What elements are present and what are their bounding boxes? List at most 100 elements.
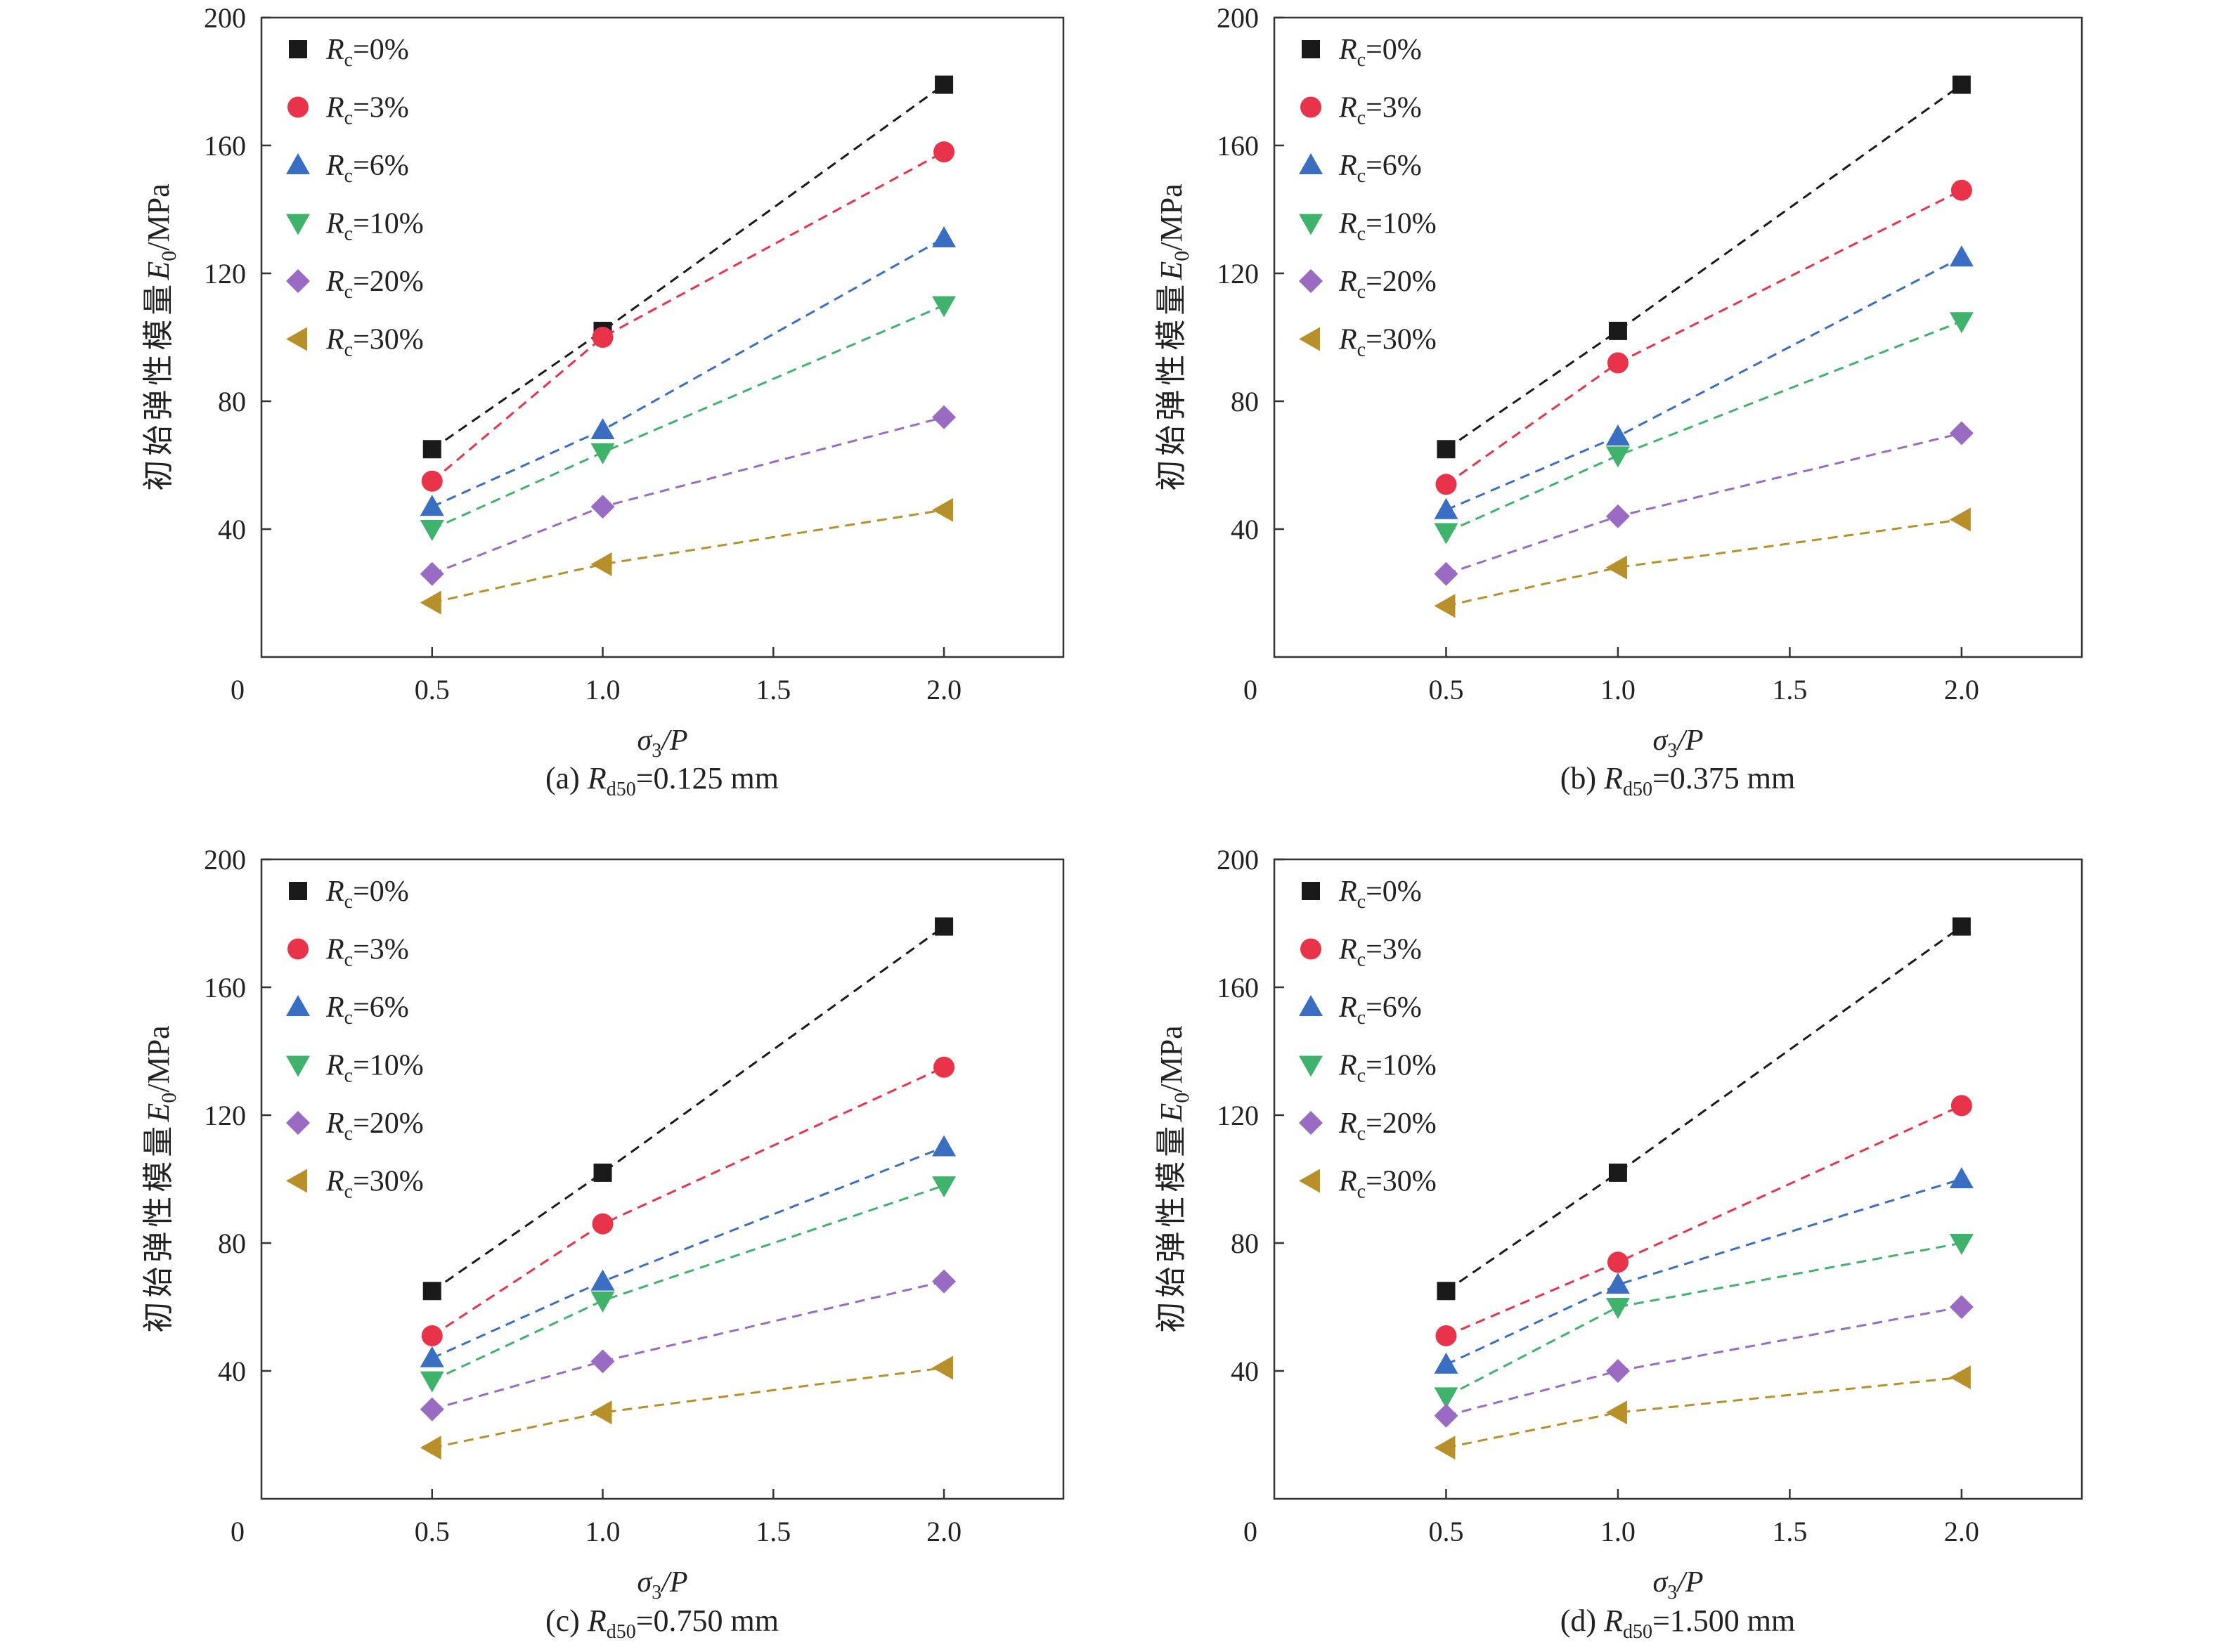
chart-panel-c: 40 80 120 160 200 0 0.5 1.0 1.5 2.0 σ3/P 初始弹性模量E0/M… (141, 844, 1065, 1643)
legend-label: Rc=6% (325, 150, 409, 187)
data-point (1605, 1273, 1630, 1294)
data-point (1434, 1403, 1458, 1428)
data-point (1949, 421, 1974, 445)
series-4 (1434, 421, 1974, 586)
legend-label: Rc=20% (1338, 266, 1437, 303)
x-tick-label: 1.5 (1772, 674, 1807, 705)
series-trend-line (431, 925, 945, 1292)
series-5 (420, 1355, 954, 1460)
legend-entry: Rc=6% (1299, 150, 1422, 187)
panel-caption: (b) Rd50=0.375 mm (1560, 761, 1795, 800)
y-tick-label: 80 (1231, 1228, 1259, 1259)
series-3 (420, 296, 957, 541)
data-point (1605, 424, 1630, 446)
y-tick-label: 200 (204, 2, 246, 34)
data-point (420, 495, 444, 516)
legend-label: Rc=6% (325, 991, 409, 1029)
legend-entry: Rc=0% (289, 876, 409, 913)
data-point (593, 1163, 612, 1182)
x-axis-label: σ3/P (1652, 724, 1703, 762)
data-point (1949, 312, 1974, 334)
data-point (1605, 446, 1630, 468)
legend-entry: Rc=30% (1299, 324, 1437, 361)
data-point (1434, 561, 1458, 586)
legend-label: Rc=20% (1338, 1107, 1437, 1145)
data-point (1949, 507, 1971, 532)
legend-label: Rc=3% (1338, 934, 1422, 971)
data-point (1434, 1436, 1456, 1460)
series-2 (1434, 245, 1974, 519)
legend-entry: Rc=30% (286, 324, 424, 361)
y-tick-label: 80 (1231, 386, 1259, 417)
data-point (933, 1056, 955, 1078)
legend-entry: Rc=6% (286, 991, 409, 1029)
data-point (590, 552, 612, 577)
data-point (932, 226, 957, 247)
chart-panel-d: 40 80 120 160 200 0 0.5 1.0 1.5 2.0 σ3/P 初始弹性模量E0/M… (1153, 844, 2083, 1643)
data-point (1950, 1095, 1972, 1117)
y-tick-label: 120 (204, 258, 246, 290)
data-point (1952, 917, 1971, 936)
y-axis-label: 初始弹性模量E0/MPa (1153, 1025, 1193, 1332)
x-tick-label: 1.0 (585, 674, 621, 705)
y-tick-label: 200 (1217, 2, 1259, 34)
legend-marker (1299, 1169, 1320, 1193)
data-point (420, 590, 441, 615)
legend-label: Rc=0% (1338, 876, 1422, 913)
data-point (422, 1282, 441, 1301)
legend-label: Rc=20% (325, 1107, 424, 1145)
data-point (1434, 1387, 1458, 1409)
legend-marker (286, 214, 310, 235)
series-trend-line (1445, 1178, 1962, 1366)
series-1 (421, 141, 955, 492)
legend-entry: Rc=10% (1299, 1050, 1437, 1087)
series-1 (1435, 179, 1972, 495)
data-point (590, 443, 615, 464)
series-trend-line (432, 1280, 945, 1411)
legend-label: Rc=10% (325, 208, 424, 245)
data-point (1605, 1298, 1630, 1319)
data-point (932, 1269, 957, 1294)
data-point (1605, 504, 1630, 528)
data-point (935, 917, 954, 936)
y-axis-label: 初始弹性模量E0/MPa (141, 183, 181, 490)
y-tick-label: 120 (204, 1100, 246, 1131)
series-trend-line (432, 1367, 945, 1449)
series-trend-line (1446, 1306, 1962, 1417)
legend-label: Rc=0% (1338, 34, 1422, 71)
data-point (1607, 352, 1629, 374)
series-trend-line (1445, 1242, 1962, 1398)
legend-label: Rc=3% (1338, 92, 1422, 129)
data-point (420, 520, 444, 541)
data-point (1605, 1400, 1627, 1425)
series-trend-line (1445, 189, 1962, 486)
x-tick-label: 1.5 (756, 674, 791, 705)
data-point (1950, 179, 1972, 201)
data-point (932, 1355, 954, 1380)
y-tick-label: 160 (1217, 130, 1259, 162)
legend-label: Rc=0% (325, 34, 409, 71)
data-point (1434, 523, 1458, 545)
x-axis-label: σ3/P (637, 1566, 687, 1604)
legend-marker (1299, 214, 1323, 235)
data-point (1435, 474, 1457, 495)
series-trend-line (432, 237, 945, 508)
y-axis-label: 初始弹性模量E0/MPa (141, 1025, 181, 1332)
legend-label: Rc=10% (325, 1050, 424, 1087)
data-point (1949, 1167, 1974, 1188)
y-tick-label: 80 (218, 386, 246, 417)
data-point (421, 470, 443, 492)
y-tick-label: 120 (1217, 1100, 1259, 1131)
legend-label: Rc=30% (325, 324, 424, 361)
data-point (420, 1346, 444, 1367)
legend-entry: Rc=3% (287, 934, 409, 971)
data-point (592, 1213, 614, 1235)
x-axis-label: σ3/P (637, 724, 687, 762)
x-tick-label: 0.5 (1428, 1516, 1463, 1547)
legend-marker (289, 882, 307, 900)
legend-label: Rc=20% (325, 266, 424, 303)
legend-entry: Rc=3% (287, 92, 409, 129)
data-point (933, 141, 955, 163)
series-1 (421, 1056, 955, 1346)
